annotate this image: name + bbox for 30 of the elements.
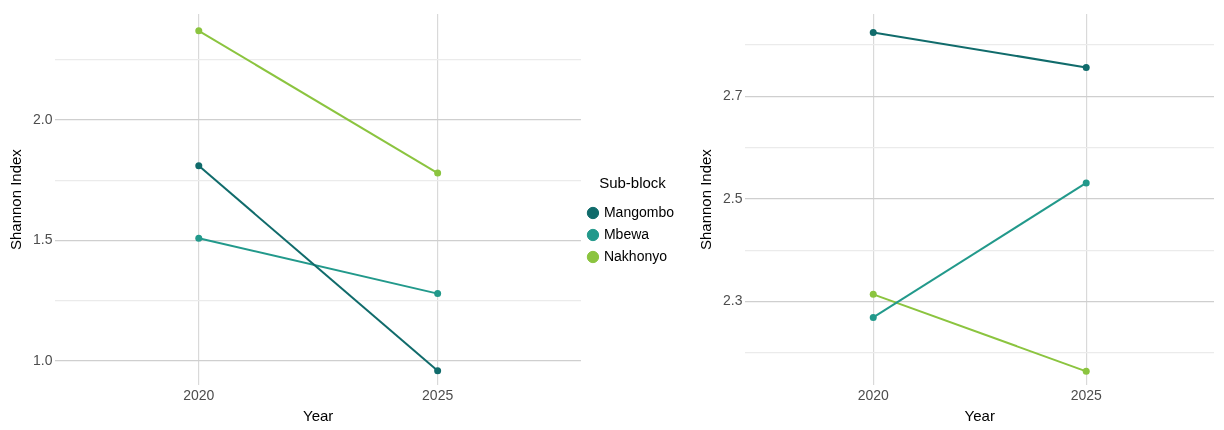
x-tick-label: 2020 xyxy=(857,387,890,404)
y-tick-label: 2.3 xyxy=(722,292,743,309)
x-axis-title: Year xyxy=(964,407,995,425)
point xyxy=(434,367,442,375)
point xyxy=(1082,63,1090,71)
x-tick-label: 2025 xyxy=(422,387,454,404)
point xyxy=(869,313,877,321)
y-tick-label: 2.7 xyxy=(722,87,743,104)
point xyxy=(869,290,877,298)
point xyxy=(195,234,203,242)
point xyxy=(1082,367,1090,375)
point xyxy=(195,162,203,170)
y-tick-label: 1.5 xyxy=(32,231,53,248)
legend-label: Mangombo xyxy=(603,203,675,220)
y-axis-title: Shannon Index xyxy=(7,148,25,251)
x-tick-label: 2020 xyxy=(183,387,215,404)
legend-label: Nakhonyo xyxy=(603,247,668,264)
x-tick-label: 2025 xyxy=(1070,387,1102,404)
point xyxy=(1082,179,1090,187)
y-axis-title: Shannon Index xyxy=(697,148,715,251)
legend-label: Mbewa xyxy=(603,225,650,242)
point xyxy=(195,27,203,35)
y-tick-label: 1.0 xyxy=(32,351,53,368)
legend-title: Sub-block xyxy=(599,173,667,191)
point xyxy=(434,290,442,298)
y-tick-label: 2.0 xyxy=(32,110,53,127)
point xyxy=(434,169,442,177)
point xyxy=(869,28,877,36)
x-axis-title: Year xyxy=(303,407,334,425)
y-tick-label: 2.5 xyxy=(722,189,743,206)
